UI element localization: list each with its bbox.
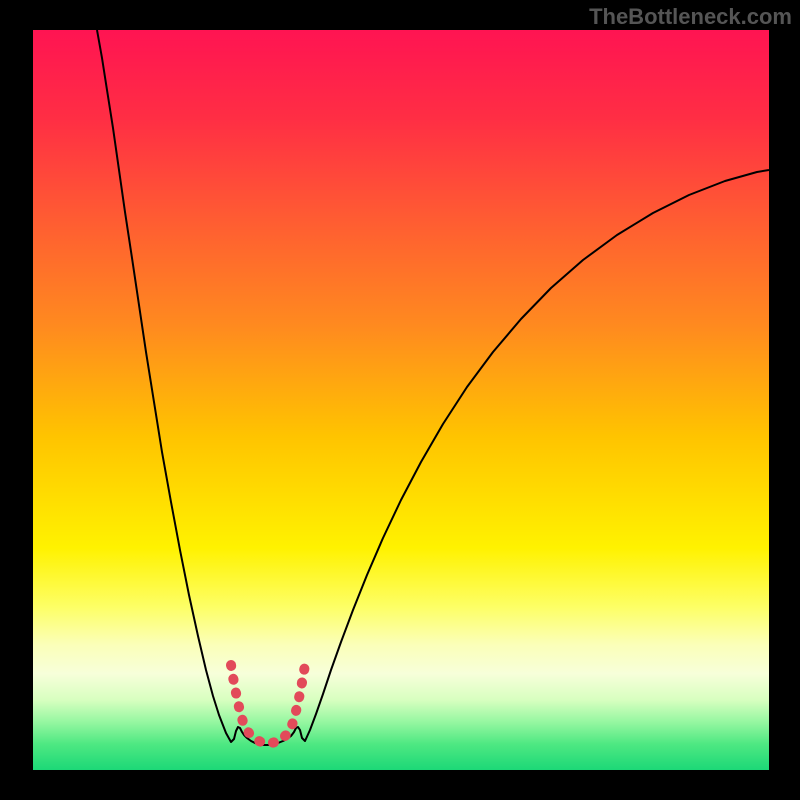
watermark-text: TheBottleneck.com xyxy=(589,4,792,30)
chart-canvas: TheBottleneck.com xyxy=(0,0,800,800)
plot-area xyxy=(33,30,769,770)
plot-svg xyxy=(33,30,769,770)
plot-background xyxy=(33,30,769,770)
